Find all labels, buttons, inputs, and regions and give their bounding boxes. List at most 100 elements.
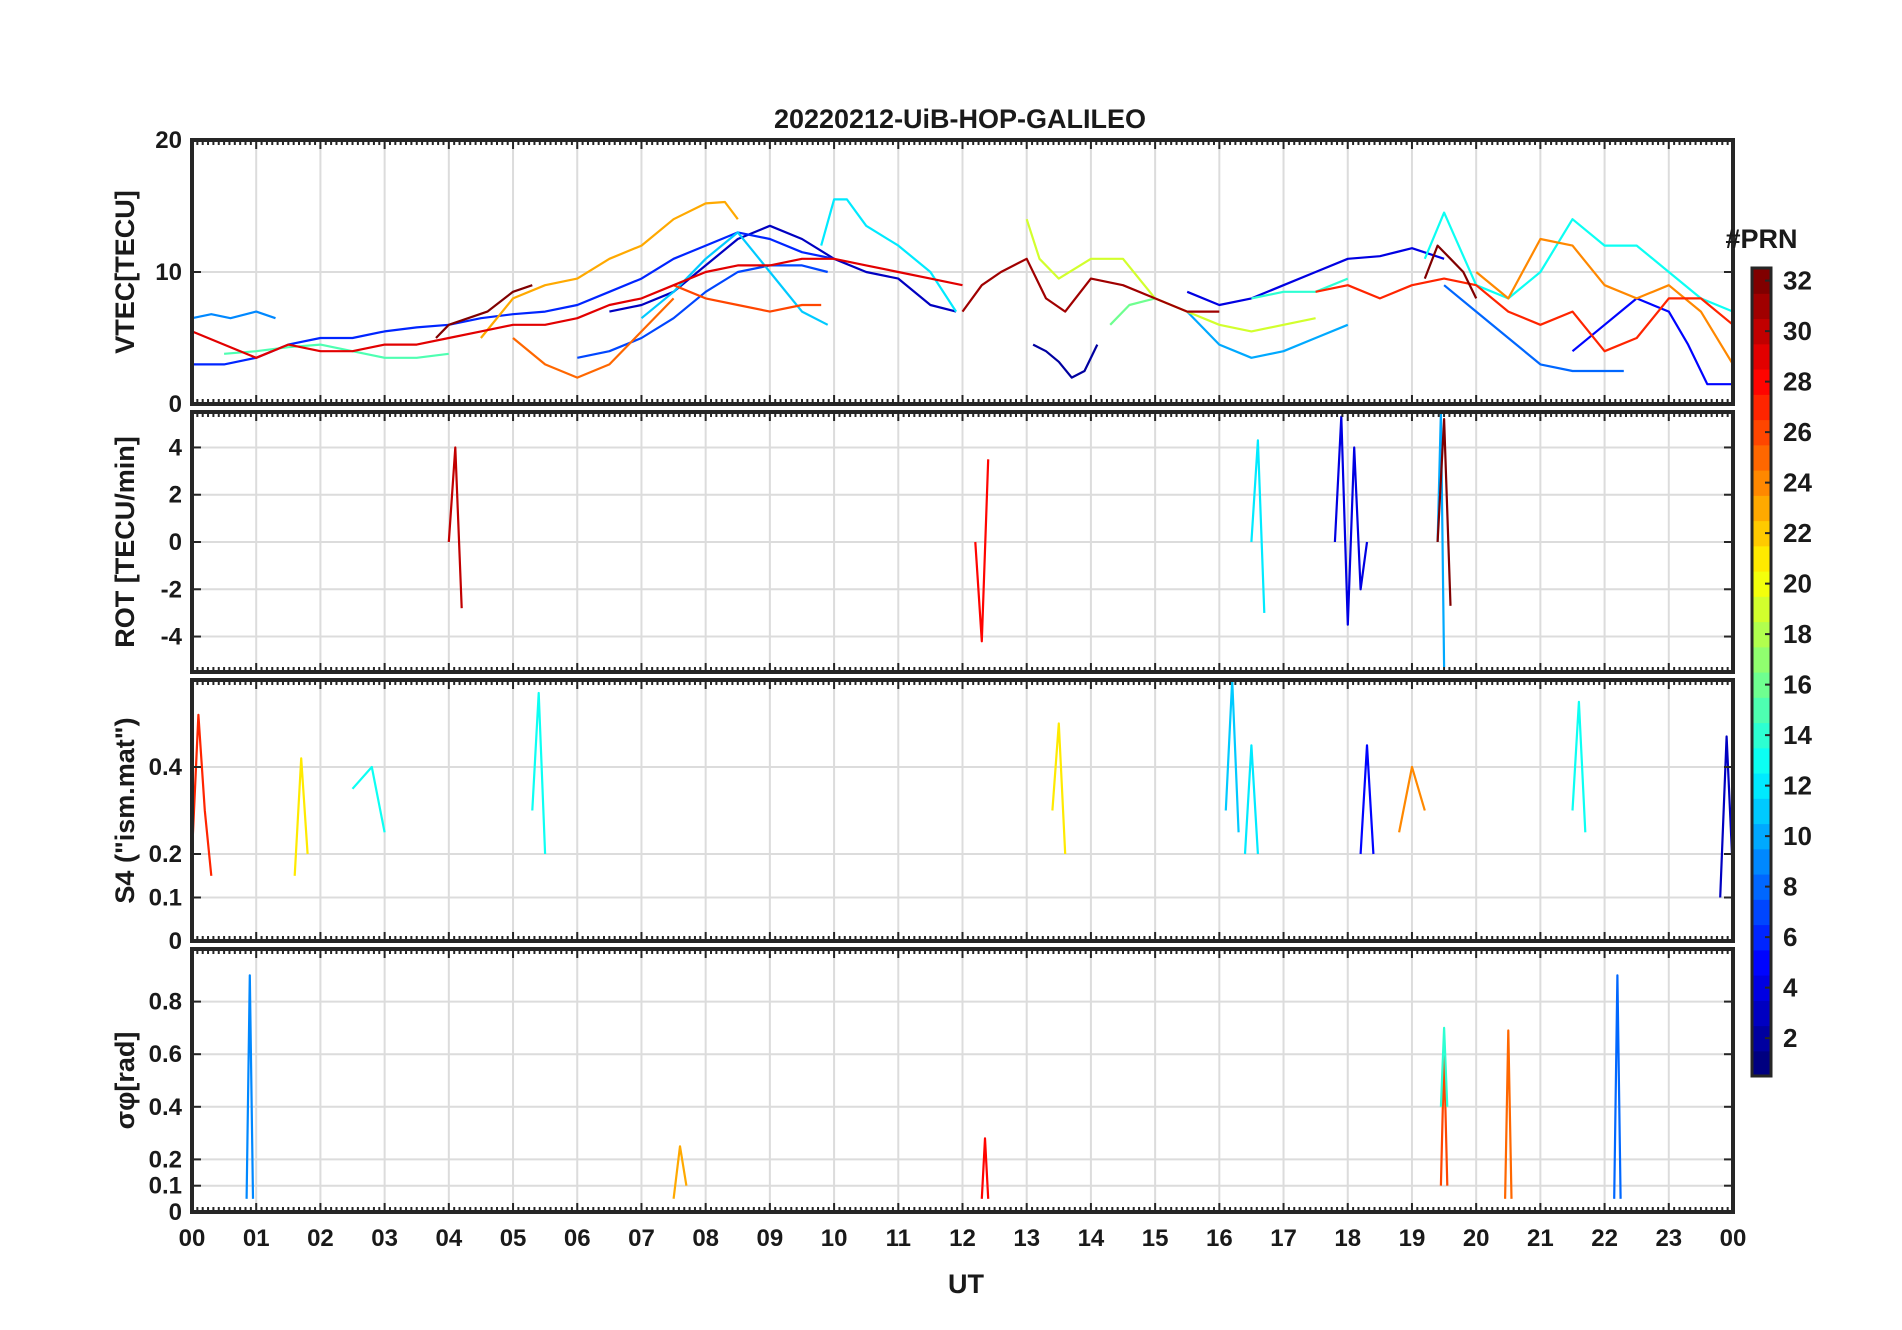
x-tick-label: 09: [757, 1225, 784, 1252]
series-prn-5: [1571, 297, 1733, 386]
colorbar-tick-label: 10: [1783, 821, 1812, 851]
y-tick-label: 0: [169, 928, 182, 955]
series-prn-23: [672, 1145, 688, 1199]
y-axis-label: ROT [TECU/min]: [110, 436, 140, 647]
series-prn-16: [1109, 297, 1156, 326]
colorbar-swatch: [1752, 419, 1771, 446]
y-tick-label: 0.1: [149, 885, 182, 912]
colorbar-tick-label: 6: [1783, 922, 1797, 952]
colorbar-tick-label: 18: [1783, 619, 1812, 649]
series-prn-32: [1436, 418, 1452, 606]
colorbar-swatch: [1752, 747, 1771, 774]
series-prn-2: [1032, 343, 1099, 379]
y-axis-label: S4 ("ism.mat"): [110, 717, 140, 903]
colorbar-tick-label: 2: [1783, 1023, 1797, 1053]
series-prn-30: [447, 446, 463, 609]
x-tick-label: 05: [500, 1225, 527, 1252]
x-axis-label: UT: [948, 1269, 984, 1299]
colorbar-swatch: [1752, 1050, 1771, 1077]
series-prn-4: [1186, 247, 1445, 307]
colorbar-swatch: [1752, 596, 1771, 623]
colorbar-tick-label: 14: [1783, 720, 1812, 750]
colorbar-swatch: [1752, 470, 1771, 496]
series-prn-21: [1051, 722, 1067, 855]
colorbar-swatch: [1752, 798, 1771, 825]
colorbar-swatch: [1752, 1000, 1771, 1027]
panel-1: 0 10 20 VTEC[TECU]: [110, 127, 1735, 418]
x-tick-label: 04: [435, 1225, 462, 1252]
colorbar-swatch: [1752, 1025, 1771, 1052]
colorbar-swatch: [1752, 343, 1771, 370]
panel-2: -4 -2 0 2 4 ROT [TECU/min]: [110, 410, 1735, 674]
colorbar-swatch: [1752, 697, 1771, 724]
series-prn-32: [435, 284, 533, 339]
colorbar-swatch: [1752, 444, 1771, 471]
series-prn-26: [673, 284, 822, 313]
colorbar-swatch: [1752, 268, 1771, 294]
series-prn-27: [1315, 277, 1734, 353]
panel-3: 0 0.1 0.2 0.4 S4 ("ism.mat"): [110, 678, 1735, 955]
series-prn-24: [1475, 237, 1734, 365]
colorbar-swatch: [1752, 899, 1771, 926]
series-prn-31: [961, 257, 1220, 313]
y-tick-label: 0.2: [149, 1146, 182, 1173]
x-tick-label: 00: [1720, 1225, 1747, 1252]
colorbar-tick-label: 22: [1783, 518, 1812, 548]
y-axis-label: VTEC[TECU]: [110, 190, 140, 354]
y-tick-label: 0: [169, 1199, 182, 1226]
series-prn-9: [245, 974, 255, 1199]
colorbar-tick-label: 26: [1783, 417, 1812, 447]
x-tick-label: 03: [371, 1225, 398, 1252]
colorbar-swatch: [1752, 369, 1771, 395]
series-prn-13: [1571, 700, 1587, 833]
series-prn-12: [820, 198, 958, 313]
x-tick-label: 12: [949, 1225, 976, 1252]
x-tick-label: 01: [243, 1225, 270, 1252]
series-prn-4: [1333, 415, 1369, 626]
y-tick-label: 10: [155, 259, 182, 286]
x-tick-label: 17: [1270, 1225, 1297, 1252]
x-tick-label: 13: [1013, 1225, 1040, 1252]
series-prn-27: [190, 713, 213, 876]
y-tick-label: 0.8: [149, 989, 182, 1016]
series-prn-25: [1504, 1029, 1513, 1199]
colorbar-swatch: [1752, 672, 1771, 698]
series-prn-6: [192, 231, 835, 366]
x-tick-label: 06: [564, 1225, 591, 1252]
panel-4: 00.10.2 0.4 0.6 0.8 σφ[rad]: [110, 947, 1735, 1226]
series-prn-11: [640, 231, 829, 326]
colorbar-title: #PRN: [1725, 224, 1797, 254]
y-tick-label: 0: [169, 391, 182, 418]
series-prn-24: [1398, 765, 1426, 833]
series-prn-28: [974, 459, 990, 643]
colorbar-tick-label: 8: [1783, 872, 1797, 902]
x-tick-label: 10: [821, 1225, 848, 1252]
chart-title: 20220212-UiB-HOP-GALILEO: [774, 104, 1146, 134]
series-prn-7: [577, 264, 828, 359]
series-prn-23: [480, 200, 739, 339]
x-tick-label: 22: [1591, 1225, 1618, 1252]
y-tick-label: 0.2: [149, 841, 182, 868]
x-tick-label: 11: [886, 1225, 911, 1252]
colorbar-swatch: [1752, 646, 1771, 673]
y-axis-label: σφ[rad]: [110, 1032, 140, 1130]
x-tick-label: 20: [1463, 1225, 1490, 1252]
x-tick-label: 18: [1334, 1225, 1361, 1252]
y-tick-label: 20: [155, 127, 182, 154]
colorbar-swatch: [1752, 773, 1771, 799]
colorbar-swatch: [1752, 848, 1771, 875]
colorbar-swatch: [1752, 571, 1771, 597]
series-prn-13: [531, 691, 547, 855]
colorbar-swatch: [1752, 949, 1771, 976]
x-tick-label: 07: [628, 1225, 655, 1252]
colorbar-tick-label: 4: [1783, 973, 1798, 1003]
colorbar-swatch: [1752, 722, 1771, 749]
series-prn-28: [980, 1137, 990, 1199]
series-prn-12: [1243, 744, 1259, 855]
y-tick-label: 4: [169, 434, 183, 461]
colorbar-tick-label: 16: [1783, 670, 1812, 700]
x-tick-label: 15: [1142, 1225, 1169, 1252]
